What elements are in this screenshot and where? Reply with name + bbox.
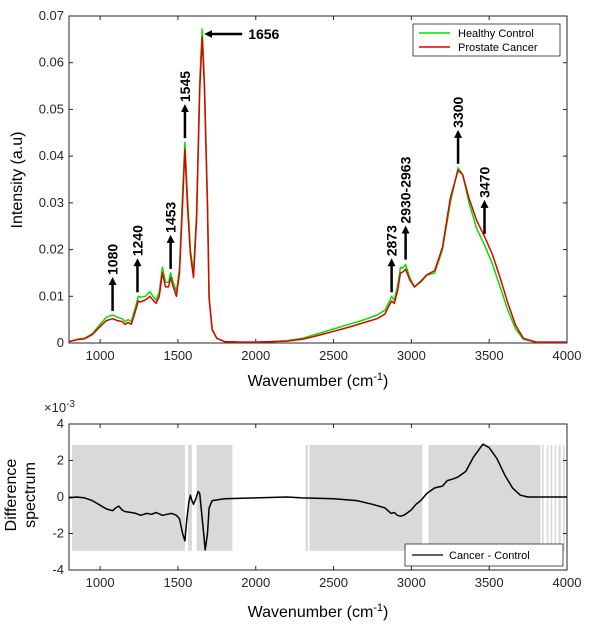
top-y-tick-label: 0.02 (39, 242, 64, 257)
top-series-group (69, 28, 567, 343)
bottom-y-scale-label: ×10-3 (44, 399, 75, 415)
bottom-x-axis-label: Wavenumber (cm-1) (248, 602, 389, 621)
bottom-y-tick-label: 4 (57, 416, 64, 431)
peak-label: 1080 (105, 244, 121, 275)
bottom-y-axis: -4 -2 0 2 4 (52, 416, 567, 577)
peak-label: 3300 (450, 96, 466, 127)
bottom-chart: -4 -2 0 2 4 1000 1500 2000 2500 3000 3500 4000 ×10… (3, 399, 581, 621)
bottom-x-tick-label: 3000 (397, 575, 426, 590)
top-y-tick-label: 0.06 (39, 55, 64, 70)
top-y-tick-label: 0 (57, 335, 64, 350)
bottom-y-axis-label-line2: spectrum (22, 462, 39, 528)
top-peak-annotations: 1080 1240 1453 1545 1656 2873 2930-2963 3300 347… (105, 26, 493, 311)
top-legend: Healthy Control Prostate Cancer (412, 23, 561, 57)
bottom-x-tick-label: 4000 (553, 575, 582, 590)
peak-label: 2930-2963 (398, 156, 414, 223)
bottom-x-tick-label: 1500 (163, 575, 192, 590)
shaded-region (546, 444, 549, 551)
legend-label-healthy: Healthy Control (458, 28, 534, 40)
top-plot-frame (68, 15, 568, 344)
peak-label: 1453 (163, 202, 179, 233)
bottom-y-tick-label: 0 (57, 489, 64, 504)
bottom-x-tick-label: 2000 (241, 575, 270, 590)
prostate-cancer-line (69, 36, 567, 343)
top-y-axis-label: Intensity (a.u) (9, 132, 26, 229)
shaded-region (196, 444, 233, 551)
top-x-tick-label: 2500 (319, 348, 348, 363)
shaded-region (558, 444, 561, 551)
shaded-region (428, 444, 541, 551)
top-y-tick-label: 0.03 (39, 195, 64, 210)
shaded-region (72, 444, 185, 551)
shaded-region (542, 444, 544, 551)
bottom-series-group (69, 443, 567, 551)
shaded-region (554, 444, 557, 551)
bottom-legend-box (404, 543, 564, 567)
top-y-tick-label: 0.04 (39, 148, 64, 163)
top-y-tick-label: 0.01 (39, 288, 64, 303)
peak-label: 1240 (129, 225, 145, 256)
shaded-region (563, 444, 565, 551)
difference-spectrum-line (69, 443, 567, 551)
peak-label: 3470 (477, 167, 493, 198)
bottom-y-tick-label: -2 (52, 526, 64, 541)
top-x-tick-label: 1000 (86, 348, 115, 363)
legend-label-cancer: Prostate Cancer (458, 42, 538, 54)
shaded-region (550, 444, 553, 551)
legend-label-difference: Cancer - Control (449, 550, 530, 562)
bottom-y-axis-label-line1: Difference (3, 459, 20, 532)
bottom-y-tick-label: -4 (52, 562, 64, 577)
top-x-tick-label: 3500 (475, 348, 504, 363)
bottom-x-axis: 1000 1500 2000 2500 3000 3500 4000 (86, 424, 582, 590)
bottom-x-tick-label: 1000 (86, 575, 115, 590)
bottom-x-tick-label: 3500 (475, 575, 504, 590)
top-legend-box (412, 23, 561, 57)
top-x-axis: 1000 1500 2000 2500 3000 3500 4000 (86, 16, 582, 363)
top-y-tick-label: 0.07 (39, 8, 64, 23)
top-x-axis-label: Wavenumber (cm-1) (248, 371, 389, 390)
bottom-x-tick-label: 2500 (319, 575, 348, 590)
bottom-y-tick-label: 2 (57, 453, 64, 468)
top-x-tick-label: 3000 (397, 348, 426, 363)
top-x-tick-label: 4000 (553, 348, 582, 363)
top-x-tick-label: 1500 (163, 348, 192, 363)
top-x-tick-label: 2000 (241, 348, 270, 363)
top-chart: 0 0.01 0.02 0.03 0.04 0.05 0.06 0.07 1000 1500 20… (9, 8, 581, 390)
top-y-tick-label: 0.05 (39, 101, 64, 116)
peak-label: 1656 (248, 26, 279, 42)
peak-label: 2873 (384, 225, 400, 256)
peak-label: 1545 (177, 71, 193, 102)
top-y-axis: 0 0.01 0.02 0.03 0.04 0.05 0.06 0.07 (39, 8, 567, 350)
bottom-legend: Cancer - Control (404, 543, 564, 567)
